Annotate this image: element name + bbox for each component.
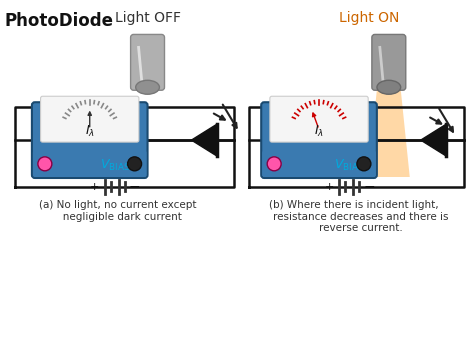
FancyBboxPatch shape (33, 151, 146, 177)
Text: (a) No light, no current except
   negligible dark current: (a) No light, no current except negligib… (39, 200, 196, 221)
FancyBboxPatch shape (41, 96, 139, 142)
Text: +: + (39, 157, 50, 170)
Text: −: − (129, 180, 140, 194)
Text: (b) Where there is incident light,
    resistance decreases and there is
    rev: (b) Where there is incident light, resis… (260, 200, 448, 233)
FancyBboxPatch shape (262, 151, 376, 177)
Polygon shape (368, 82, 410, 177)
Text: +: + (269, 157, 280, 170)
Text: +: + (324, 182, 334, 192)
FancyBboxPatch shape (372, 34, 406, 90)
Ellipse shape (377, 80, 401, 94)
Text: Light ON: Light ON (339, 11, 399, 25)
Text: −: − (357, 156, 370, 171)
Text: $I_\lambda$: $I_\lambda$ (314, 124, 324, 139)
FancyBboxPatch shape (261, 102, 377, 178)
FancyBboxPatch shape (131, 34, 164, 90)
Text: +: + (90, 182, 100, 192)
Text: PhotoDiode: PhotoDiode (5, 13, 114, 31)
Ellipse shape (136, 80, 159, 94)
FancyBboxPatch shape (32, 102, 147, 178)
Text: −: − (128, 156, 141, 171)
Circle shape (38, 157, 52, 171)
Text: $V_{\mathsf{BIAS}}$: $V_{\mathsf{BIAS}}$ (334, 157, 364, 172)
Polygon shape (191, 124, 217, 156)
FancyBboxPatch shape (270, 96, 368, 142)
Circle shape (357, 157, 371, 171)
Text: Light OFF: Light OFF (115, 11, 181, 25)
Circle shape (128, 157, 142, 171)
Polygon shape (421, 124, 446, 156)
Text: $I_\lambda$: $I_\lambda$ (85, 124, 95, 139)
Text: −: − (363, 180, 374, 194)
Circle shape (267, 157, 281, 171)
Text: $V_{\mathsf{BIAS}}$: $V_{\mathsf{BIAS}}$ (100, 157, 130, 172)
